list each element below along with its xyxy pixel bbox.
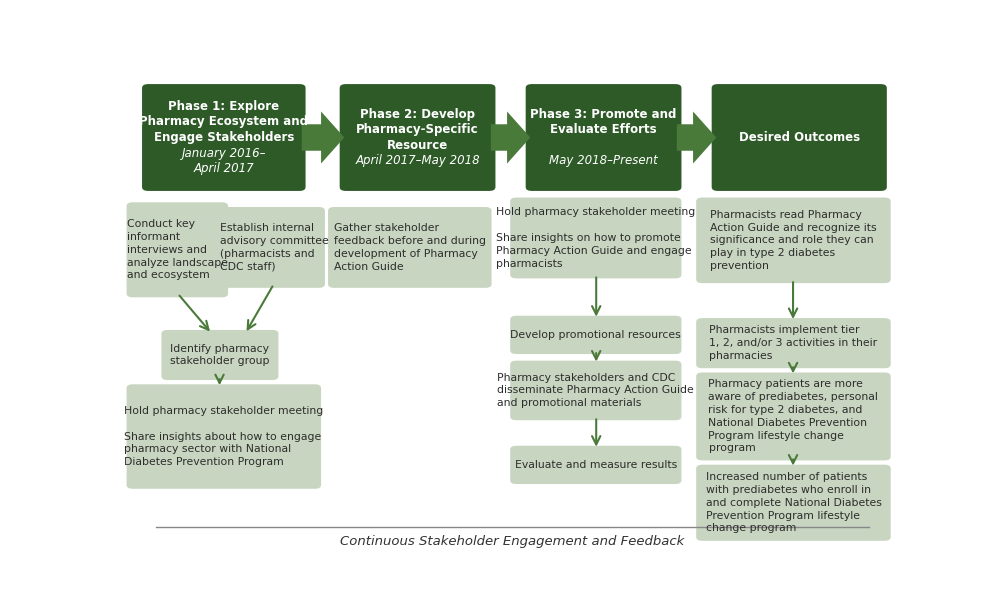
Text: Evaluate and measure results: Evaluate and measure results [515,460,677,470]
Text: Desired Outcomes: Desired Outcomes [739,131,860,144]
FancyBboxPatch shape [223,207,325,288]
Text: January 2016–: January 2016– [182,147,266,160]
FancyBboxPatch shape [127,202,228,297]
Text: Engage Stakeholders: Engage Stakeholders [154,131,294,144]
Text: Pharmacy-Specific: Pharmacy-Specific [356,123,479,136]
Text: April 2017: April 2017 [194,162,254,175]
Text: Establish internal
advisory committee
(pharmacists and
CDC staff): Establish internal advisory committee (p… [220,223,329,271]
FancyBboxPatch shape [142,84,306,191]
FancyBboxPatch shape [712,84,887,191]
Polygon shape [677,112,716,163]
FancyBboxPatch shape [510,446,681,484]
FancyBboxPatch shape [696,465,891,541]
Text: Increased number of patients
with prediabetes who enroll in
and complete Nationa: Increased number of patients with predia… [706,472,881,534]
Polygon shape [491,112,530,163]
Text: Hold pharmacy stakeholder meeting

Share insights on how to promote
Pharmacy Act: Hold pharmacy stakeholder meeting Share … [496,208,695,268]
Text: Pharmacists read Pharmacy
Action Guide and recognize its
significance and role t: Pharmacists read Pharmacy Action Guide a… [710,210,877,271]
FancyBboxPatch shape [526,84,681,191]
FancyBboxPatch shape [340,84,495,191]
Text: Phase 1: Explore: Phase 1: Explore [168,100,279,113]
Text: Continuous Stakeholder Engagement and Feedback: Continuous Stakeholder Engagement and Fe… [340,535,685,548]
Text: Identify pharmacy
stakeholder group: Identify pharmacy stakeholder group [170,344,270,367]
Text: Pharmacy stakeholders and CDC
disseminate Pharmacy Action Guide
and promotional : Pharmacy stakeholders and CDC disseminat… [497,373,694,408]
Text: May 2018–Present: May 2018–Present [549,154,658,168]
Text: Evaluate Efforts: Evaluate Efforts [550,123,657,136]
Text: Conduct key
informant
interviews and
analyze landscape
and ecosystem: Conduct key informant interviews and ana… [127,219,228,281]
FancyBboxPatch shape [510,198,681,278]
Text: Hold pharmacy stakeholder meeting

Share insights about how to engage
pharmacy s: Hold pharmacy stakeholder meeting Share … [124,406,323,467]
Text: Phase 3: Promote and: Phase 3: Promote and [530,107,677,120]
Text: Pharmacists implement tier
1, 2, and/or 3 activities in their
pharmacies: Pharmacists implement tier 1, 2, and/or … [709,325,878,361]
Text: Gather stakeholder
feedback before and during
development of Pharmacy
Action Gui: Gather stakeholder feedback before and d… [334,223,486,271]
Text: Resource: Resource [387,139,448,152]
Text: Pharmacy patients are more
aware of prediabetes, personal
risk for type 2 diabet: Pharmacy patients are more aware of pred… [708,379,878,454]
FancyBboxPatch shape [161,330,278,380]
FancyBboxPatch shape [510,360,681,420]
FancyBboxPatch shape [696,318,891,368]
Text: April 2017–May 2018: April 2017–May 2018 [355,154,480,168]
FancyBboxPatch shape [696,198,891,283]
FancyBboxPatch shape [696,373,891,460]
FancyBboxPatch shape [510,316,681,354]
Polygon shape [302,112,344,163]
Text: Phase 2: Develop: Phase 2: Develop [360,107,475,120]
FancyBboxPatch shape [328,207,492,288]
FancyBboxPatch shape [127,384,321,489]
Text: Develop promotional resources: Develop promotional resources [510,330,681,340]
Text: Pharmacy Ecosystem and: Pharmacy Ecosystem and [139,115,308,128]
